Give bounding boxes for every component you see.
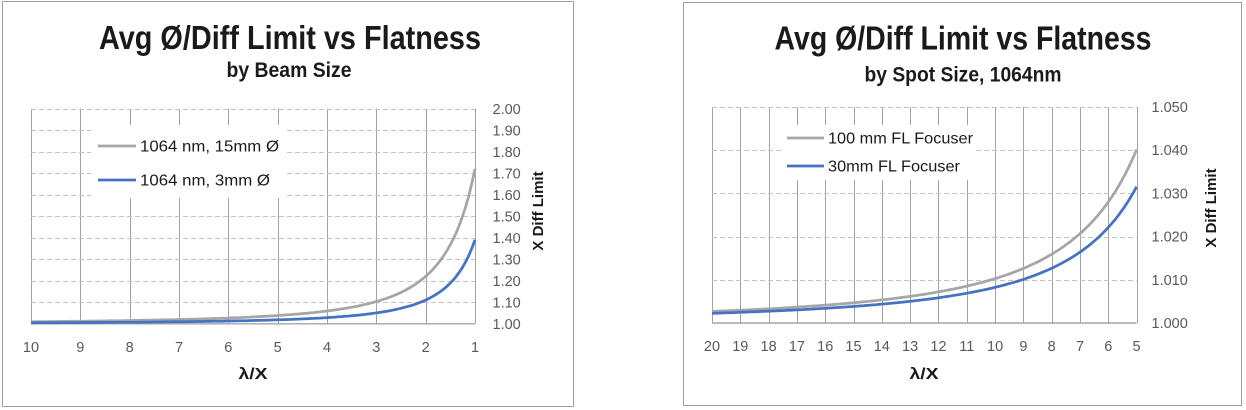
svg-text:9: 9 — [1019, 339, 1027, 355]
svg-text:10: 10 — [23, 340, 39, 356]
svg-text:16: 16 — [817, 339, 833, 355]
svg-text:8: 8 — [126, 340, 134, 356]
svg-text:1.10: 1.10 — [493, 295, 521, 311]
svg-text:X Diff Limit: X Diff Limit — [1203, 168, 1220, 247]
svg-text:4: 4 — [323, 340, 331, 356]
svg-text:1.30: 1.30 — [493, 252, 521, 268]
svg-text:1.90: 1.90 — [493, 123, 521, 139]
svg-text:1.000: 1.000 — [1152, 316, 1188, 332]
svg-text:2.00: 2.00 — [493, 102, 521, 118]
svg-text:1064 nm, 15mm Ø: 1064 nm, 15mm Ø — [140, 138, 279, 155]
svg-text:λ/X: λ/X — [910, 366, 939, 383]
svg-text:1: 1 — [471, 340, 479, 356]
svg-text:1.040: 1.040 — [1152, 143, 1188, 159]
svg-text:Avg Ø/Diff Limit vs Flatness: Avg Ø/Diff Limit vs Flatness — [99, 19, 481, 56]
svg-text:6: 6 — [1104, 339, 1112, 355]
svg-text:Avg Ø/Diff Limit vs Flatness: Avg Ø/Diff Limit vs Flatness — [775, 20, 1152, 57]
svg-text:8: 8 — [1048, 339, 1056, 355]
svg-text:100 mm FL Focuser: 100 mm FL Focuser — [828, 130, 974, 147]
svg-text:5: 5 — [274, 340, 282, 356]
svg-text:9: 9 — [76, 340, 84, 356]
svg-text:13: 13 — [902, 339, 918, 355]
svg-text:1.020: 1.020 — [1152, 230, 1188, 246]
svg-text:5: 5 — [1133, 339, 1141, 355]
svg-text:1.40: 1.40 — [493, 231, 521, 247]
svg-text:18: 18 — [761, 339, 777, 355]
svg-text:14: 14 — [874, 339, 890, 355]
svg-text:15: 15 — [845, 339, 861, 355]
svg-text:by Beam Size: by Beam Size — [227, 59, 352, 82]
svg-text:1.80: 1.80 — [493, 145, 521, 161]
svg-text:1.00: 1.00 — [493, 317, 521, 333]
svg-text:λ/X: λ/X — [239, 366, 268, 383]
svg-text:3: 3 — [372, 340, 380, 356]
svg-text:6: 6 — [224, 340, 232, 356]
svg-text:20: 20 — [704, 339, 720, 355]
svg-text:7: 7 — [175, 340, 183, 356]
svg-text:1.030: 1.030 — [1152, 186, 1188, 202]
svg-text:by Spot Size, 1064nm: by Spot Size, 1064nm — [865, 64, 1062, 87]
svg-text:1.70: 1.70 — [493, 166, 521, 182]
svg-text:12: 12 — [930, 339, 946, 355]
svg-text:2: 2 — [422, 340, 430, 356]
svg-text:1.60: 1.60 — [493, 188, 521, 204]
svg-text:10: 10 — [987, 339, 1003, 355]
svg-text:1064 nm, 3mm Ø: 1064 nm, 3mm Ø — [140, 172, 270, 189]
svg-text:1.010: 1.010 — [1152, 273, 1188, 289]
svg-text:1.050: 1.050 — [1152, 100, 1188, 116]
svg-text:11: 11 — [959, 339, 974, 355]
svg-text:1.20: 1.20 — [493, 274, 521, 290]
svg-text:19: 19 — [732, 339, 748, 355]
svg-text:17: 17 — [789, 339, 805, 355]
svg-text:1.50: 1.50 — [493, 209, 521, 225]
svg-text:7: 7 — [1076, 339, 1084, 355]
svg-text:30mm FL Focuser: 30mm FL Focuser — [828, 158, 961, 175]
svg-text:X Diff Limit: X Diff Limit — [530, 171, 547, 250]
